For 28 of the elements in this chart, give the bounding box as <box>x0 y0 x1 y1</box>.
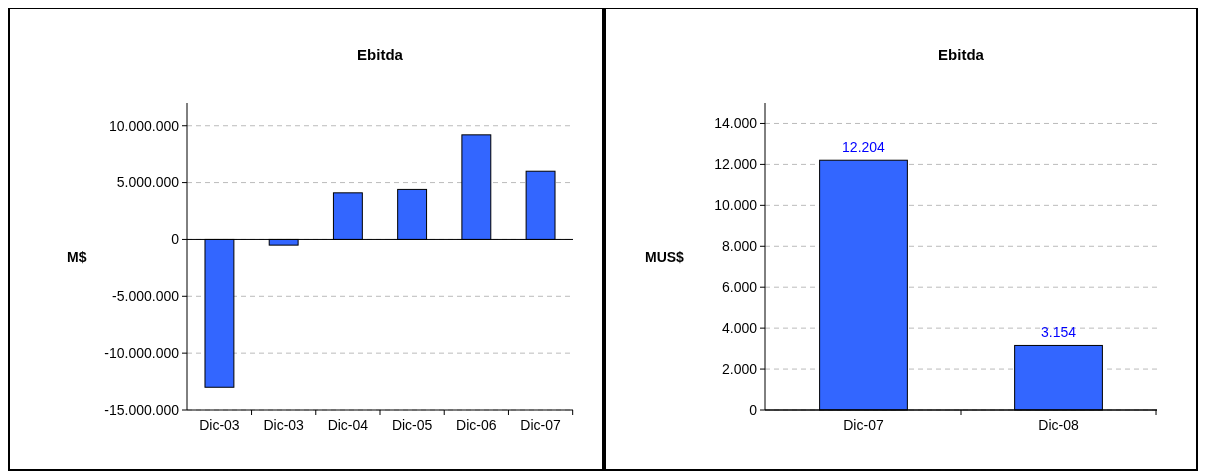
chart-title: Ebitda <box>357 46 404 63</box>
x-tick-label: Dic-04 <box>327 417 369 433</box>
x-tick-label: Dic-08 <box>1038 417 1079 433</box>
y-tick-label: 10.000 <box>714 197 758 214</box>
chart-title: Ebitda <box>938 46 985 63</box>
x-tick-label: Dic-03 <box>263 417 305 433</box>
y-tick-label: 14.000 <box>714 115 758 132</box>
data-label: 3.154 <box>1040 324 1077 341</box>
y-tick-label: 8.000 <box>721 238 758 255</box>
x-tick-label: Dic-06 <box>456 417 497 433</box>
y-tick-label: -5.000.000 <box>112 288 180 305</box>
x-tick-label: Dic-07 <box>843 417 884 433</box>
data-label: 12.204 <box>842 139 886 156</box>
y-tick-label: 0 <box>749 401 758 418</box>
x-tick-label: Dic-07 <box>520 417 561 433</box>
y-tick-label: 10.000.000 <box>108 117 180 134</box>
y-tick-label: 2.000 <box>721 360 758 377</box>
y-axis-title: MUS$ <box>645 248 685 265</box>
y-tick-label: 6.000 <box>721 279 758 296</box>
x-tick-label: Dic-05 <box>391 417 433 433</box>
y-tick-label: 12.000 <box>714 156 758 173</box>
y-tick-label: -10.000.000 <box>104 345 180 362</box>
y-tick-label: 5.000.000 <box>116 174 180 191</box>
y-tick-label: 0 <box>171 231 180 248</box>
y-tick-label: 4.000 <box>721 320 758 337</box>
y-axis-title: M$ <box>67 248 87 265</box>
x-tick-label: Dic-03 <box>199 417 240 433</box>
y-tick-label: -15.000.000 <box>104 401 180 418</box>
